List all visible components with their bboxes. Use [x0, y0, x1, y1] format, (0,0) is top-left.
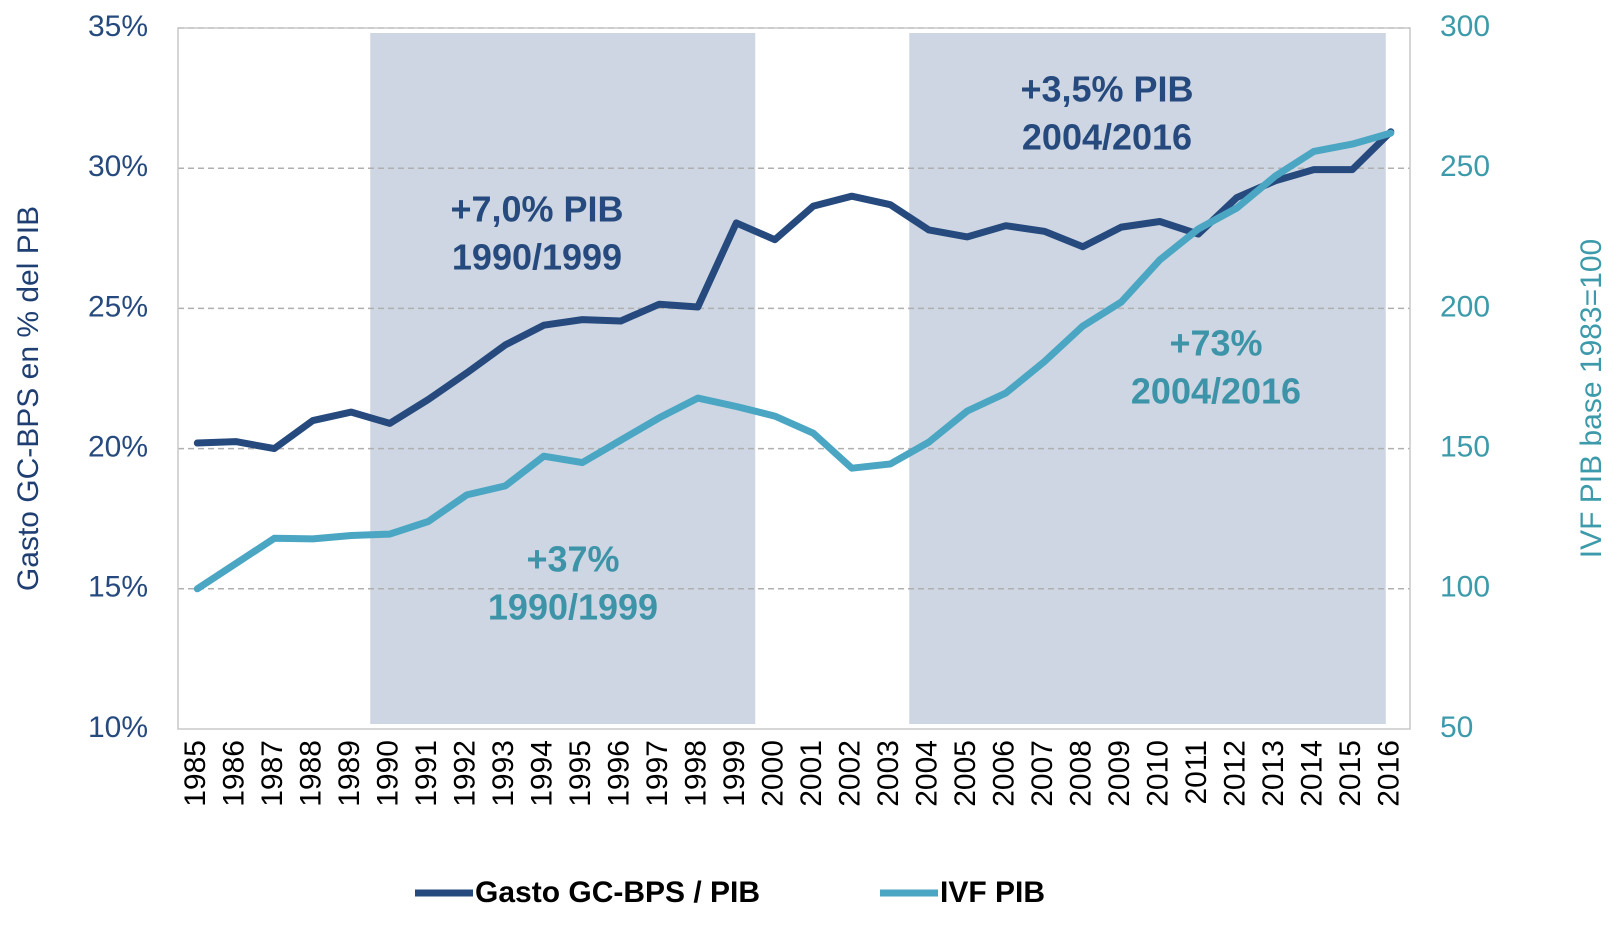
x-tick-label: 1987 — [256, 740, 289, 807]
plot-frame — [177, 27, 1411, 730]
y2-tick-label: 250 — [1440, 150, 1490, 183]
x-tick-label: 1985 — [179, 740, 212, 807]
annotation: +3,5% PIB — [1020, 69, 1193, 110]
shaded-period — [370, 33, 756, 724]
x-tick-label: 2006 — [988, 740, 1021, 807]
y2-tick-label: 300 — [1440, 10, 1490, 43]
x-tick-label: 1997 — [641, 740, 674, 807]
legend-label: Gasto GC-BPS / PIB — [475, 876, 760, 909]
x-tick-label: 2001 — [795, 740, 828, 807]
y2-axis-title: IVF PIB base 1983=100 — [1575, 239, 1608, 558]
y-tick-label: 15% — [88, 571, 148, 604]
x-tick-label: 2003 — [872, 740, 905, 807]
x-tick-label: 2008 — [1065, 740, 1098, 807]
x-tick-label: 1989 — [333, 740, 366, 807]
x-tick-label: 1991 — [410, 740, 443, 807]
x-tick-label: 2004 — [911, 740, 944, 807]
series-line — [193, 129, 1395, 593]
x-tick-label: 1988 — [295, 740, 328, 807]
annotation: 2004/2016 — [1131, 371, 1301, 412]
x-tick-label: 2010 — [1142, 740, 1175, 807]
x-tick-label: 2009 — [1103, 740, 1136, 807]
x-tick-label: 2016 — [1373, 740, 1406, 807]
annotation: 1990/1999 — [452, 237, 622, 278]
y-tick-label: 35% — [88, 10, 148, 43]
y-tick-label: 20% — [88, 431, 148, 464]
x-tick-label: 2000 — [757, 740, 790, 807]
annotation: 2004/2016 — [1022, 117, 1192, 158]
y2-tick-label: 100 — [1440, 571, 1490, 604]
x-tick-label: 1992 — [449, 740, 482, 807]
legend-label: IVF PIB — [940, 876, 1045, 909]
annotation: +37% — [526, 539, 619, 580]
x-tick-label: 2014 — [1296, 740, 1329, 807]
y2-tick-label: 50 — [1440, 711, 1473, 744]
annotation: 1990/1999 — [488, 587, 658, 628]
shaded-period — [909, 33, 1386, 724]
x-tick-label: 1996 — [603, 740, 636, 807]
x-tick-label: 2015 — [1334, 740, 1367, 807]
x-tick-label: 1998 — [680, 740, 713, 807]
x-tick-label: 2007 — [1026, 740, 1059, 807]
y-tick-label: 25% — [88, 290, 148, 323]
y2-tick-label: 200 — [1440, 290, 1490, 323]
x-tick-label: 2002 — [834, 740, 867, 807]
x-tick-label: 1990 — [372, 740, 405, 807]
x-tick-label: 1994 — [526, 740, 559, 807]
x-tick-label: 2011 — [1180, 740, 1213, 805]
annotation: +73% — [1169, 323, 1262, 364]
x-tick-label: 2005 — [949, 740, 982, 807]
x-tick-label: 2013 — [1257, 740, 1290, 807]
y-axis-title: Gasto GC-BPS en % del PIB — [12, 206, 45, 591]
x-tick-label: 1993 — [487, 740, 520, 807]
x-tick-label: 2012 — [1219, 740, 1252, 807]
annotation: +7,0% PIB — [450, 189, 623, 230]
x-tick-label: 1986 — [218, 740, 251, 807]
y-tick-label: 10% — [88, 711, 148, 744]
y2-tick-label: 150 — [1440, 431, 1490, 464]
y-tick-label: 30% — [88, 150, 148, 183]
x-tick-label: 1995 — [564, 740, 597, 807]
x-tick-label: 1999 — [718, 740, 751, 807]
